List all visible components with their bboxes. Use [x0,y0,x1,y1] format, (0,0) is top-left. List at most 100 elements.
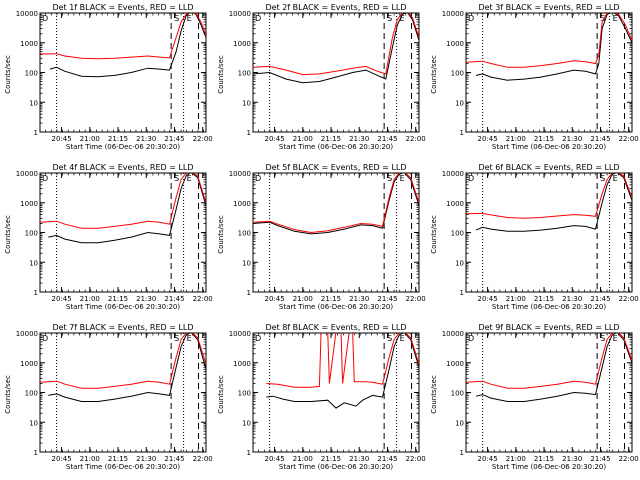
plot-title: Det 9f BLACK = Events, RED = LLD [478,323,619,332]
marker-letter-d: D [468,14,474,23]
plot-title: Det 1f BLACK = Events, RED = LLD [52,3,193,12]
x-tick-label: 21:45 [377,295,397,303]
y-tick-label: 1000 [233,200,251,208]
y-tick-label: 10 [29,99,38,107]
x-tick-label: 22:00 [193,455,213,463]
events-series-line [253,173,419,235]
x-tick-label: 21:30 [562,455,582,463]
x-tick-label: 21:45 [164,455,184,463]
plot-frame [252,172,420,293]
x-tick-label: 20:45 [264,135,284,143]
y-tick-label: 100 [238,390,251,398]
lld-series-line [40,333,206,389]
x-axis-label: Start Time (06-Dec-06 20:30:20) [66,303,180,311]
x-axis-label: Start Time (06-Dec-06 20:30:20) [66,143,180,151]
marker-letter-s: S [387,174,392,183]
y-tick-label: 1 [460,129,464,137]
marker-letter-e: E [613,334,618,343]
y-tick-label: 1000 [233,40,251,48]
plot-panel-9: Det 9f BLACK = Events, RED = LLD 1 10 100 10… [430,323,639,471]
y-tick-label: 10 [29,259,38,267]
marker-letter-d: D [255,334,261,343]
x-tick-label: 21:45 [377,135,397,143]
y-tick-label: 10 [242,99,251,107]
marker-letter-e: E [400,174,405,183]
x-tick-label: 22:00 [406,455,426,463]
marker-letter-s: S [600,14,605,23]
marker-letter-s: S [600,174,605,183]
y-tick-label: 1 [247,449,251,457]
marker-letter-d: D [255,14,261,23]
x-tick-label: 22:00 [619,455,639,463]
x-tick-label: 21:45 [164,295,184,303]
events-series-line [48,333,206,402]
x-tick-label: 21:00 [506,455,526,463]
events-series-line [475,333,632,402]
lld-series-line [466,13,632,68]
marker-letter-e: E [400,334,405,343]
x-tick-label: 21:30 [349,455,369,463]
events-series-line [475,13,632,81]
y-tick-label: 10000 [229,10,251,18]
y-tick-label: 100 [25,230,38,238]
x-axis-label: Start Time (06-Dec-06 20:30:20) [279,143,393,151]
y-axis-label: Counts/sec [217,55,225,94]
y-tick-label: 10000 [16,10,38,18]
y-tick-label: 1 [460,289,464,297]
lld-series-line [466,173,632,219]
y-axis-label: Counts/sec [4,375,12,414]
x-tick-label: 21:30 [136,135,156,143]
lld-series-line [466,333,632,389]
plot-frame [39,332,207,453]
y-tick-label: 10000 [16,170,38,178]
plot-frame [39,172,207,293]
x-tick-label: 20:45 [477,135,497,143]
x-tick-label: 21:00 [506,135,526,143]
x-tick-label: 20:45 [51,455,71,463]
x-tick-label: 21:30 [136,455,156,463]
marker-letter-d: D [42,14,48,23]
y-tick-label: 1000 [446,360,464,368]
plot-panel-7: Det 7f BLACK = Events, RED = LLD 1 10 100 10… [4,323,213,471]
y-tick-label: 100 [25,390,38,398]
y-tick-label: 10000 [16,330,38,338]
lld-series-line [253,13,419,76]
marker-letter-e: E [187,174,192,183]
lld-series-line [266,333,419,388]
plot-title: Det 5f BLACK = Events, RED = LLD [265,163,406,172]
plot-title: Det 7f BLACK = Events, RED = LLD [52,323,193,332]
y-tick-label: 1000 [233,360,251,368]
y-tick-label: 100 [238,230,251,238]
y-tick-label: 10000 [442,170,464,178]
marker-letter-s: S [174,14,179,23]
plot-panel-2: Det 2f BLACK = Events, RED = LLD 1 10 100 10… [217,3,426,151]
x-tick-label: 21:45 [590,135,610,143]
y-tick-label: 10000 [229,330,251,338]
x-axis-label: Start Time (06-Dec-06 20:30:20) [492,143,606,151]
events-series-line [253,13,419,84]
x-axis-label: Start Time (06-Dec-06 20:30:20) [66,463,180,471]
x-tick-label: 22:00 [193,135,213,143]
events-series-line [266,333,419,409]
x-tick-label: 20:45 [264,295,284,303]
x-tick-label: 21:15 [534,455,554,463]
x-tick-label: 21:45 [590,455,610,463]
x-tick-label: 21:00 [80,295,100,303]
marker-letter-s: S [174,334,179,343]
x-tick-label: 21:00 [293,455,313,463]
x-tick-label: 22:00 [619,295,639,303]
y-tick-label: 1 [34,289,38,297]
marker-letter-s: S [600,334,605,343]
events-series-line [49,13,206,78]
y-tick-label: 10 [242,259,251,267]
y-tick-label: 100 [451,390,464,398]
plot-title: Det 8f BLACK = Events, RED = LLD [265,323,406,332]
x-tick-label: 21:15 [321,295,341,303]
x-tick-label: 22:00 [406,135,426,143]
marker-letter-d: D [42,174,48,183]
x-tick-label: 21:15 [108,135,128,143]
plot-frame [465,332,633,453]
x-tick-label: 21:15 [108,455,128,463]
x-tick-label: 22:00 [193,295,213,303]
marker-letter-e: E [400,14,405,23]
